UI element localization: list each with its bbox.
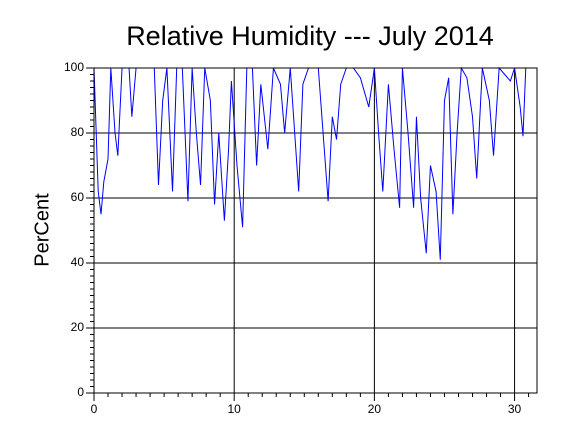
y-tick-label: 60	[71, 190, 85, 204]
y-tick-label: 0	[77, 385, 84, 399]
y-tick-label: 20	[71, 320, 85, 334]
y-tick-label: 40	[71, 255, 85, 269]
x-tick-label: 10	[228, 402, 242, 416]
x-tick-label: 30	[508, 402, 522, 416]
y-tick-label: 80	[71, 125, 85, 139]
plot-frame	[93, 67, 538, 394]
chart-title: Relative Humidity --- July 2014	[126, 21, 494, 51]
y-tick-label: 100	[64, 60, 84, 74]
y-axis-label: PerCent	[31, 193, 53, 267]
x-tick-label: 0	[91, 402, 98, 416]
x-tick-label: 20	[368, 402, 382, 416]
data-line	[93, 66, 527, 260]
